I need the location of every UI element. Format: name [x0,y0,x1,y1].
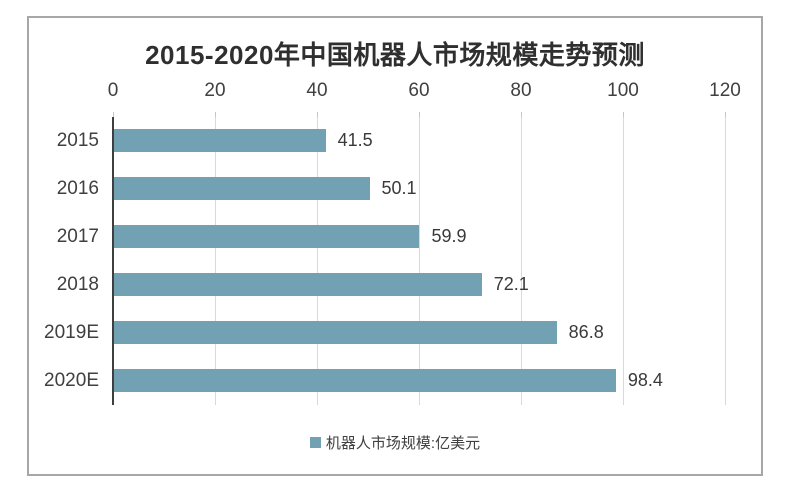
legend-marker-swatch-icon [309,436,321,448]
bar [114,177,370,200]
gridline [725,117,726,405]
value-label: 50.1 [381,178,417,198]
value-label: 41.5 [337,130,373,150]
bar [114,129,326,152]
gridline [521,117,522,405]
bar [114,321,557,344]
chart-frame: 2015-2020年中国机器人市场规模走势预测 0 20 40 60 80 100 120 2… [27,16,763,476]
gridline [317,117,318,405]
x-axis-tick-label: 60 [408,80,430,101]
chart-title: 2015-2020年中国机器人市场规模走势预测 [145,40,645,70]
x-axis-tick-label: 120 [709,80,741,101]
x-axis-tick-label: 40 [306,80,328,101]
category-label: 2015 [56,129,99,151]
value-label: 72.1 [493,274,529,294]
value-label: 98.4 [627,370,663,390]
y-axis-line [112,117,114,405]
gridline [215,117,216,405]
legend: 机器人市场规模:亿美元 [29,432,761,452]
category-label: 2017 [56,225,99,247]
x-axis-tick-label: 20 [204,80,226,101]
bar [114,273,482,296]
bar [114,369,616,392]
x-axis-tick-label: 100 [607,80,639,101]
bar [114,225,420,248]
legend-series-label: 机器人市场规模:亿美元 [325,434,481,452]
category-label: 2016 [56,177,99,199]
gridline [419,117,420,405]
category-label: 2018 [56,273,99,295]
category-label: 2019E [44,321,99,343]
gridline [623,117,624,405]
x-axis-tick-label: 0 [107,80,119,101]
category-label: 2020E [44,369,99,391]
value-label: 59.9 [431,226,467,246]
x-axis-tick-label: 80 [510,80,532,101]
plot-area: 0 20 40 60 80 100 120 2015 41.5 2016 50.1 2017 59.9 2… [29,18,761,474]
value-label: 86.8 [568,322,604,342]
